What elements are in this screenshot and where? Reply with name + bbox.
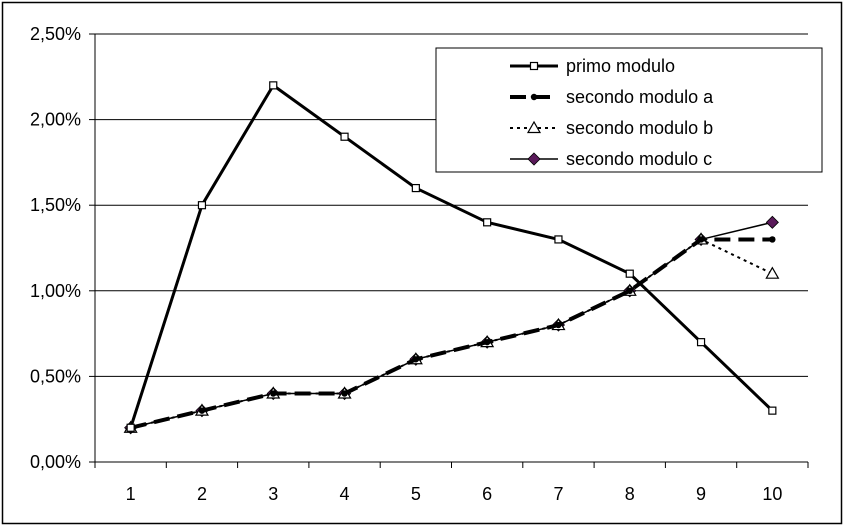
data-point [483,338,491,346]
legend-swatch-marker [526,120,542,134]
data-point [625,269,634,278]
y-tick-label: 2,00% [30,110,81,130]
x-tick-labels: 1 2 3 4 5 6 7 8 9 10 [126,484,783,504]
y-tick-label: 2,50% [30,24,81,44]
series-layer [123,81,780,435]
legend-swatch-marker [529,61,539,71]
series-line [129,83,774,429]
legend-label: secondo modulo a [566,87,714,107]
series-0 [126,81,777,432]
legend-label: secondo modulo b [566,118,713,138]
x-tick-label: 8 [625,484,635,504]
data-point [554,235,563,244]
y-tick-label: 0,50% [30,366,81,386]
x-tick-label: 10 [762,484,782,504]
x-tick-label: 3 [268,484,278,504]
data-point [765,266,780,279]
x-tick-label: 7 [553,484,563,504]
data-point [197,201,207,210]
legend-label: primo modulo [566,56,675,76]
data-point [696,338,706,347]
y-tick-labels: 0,00% 0,50% 1,00% 1,50% 2,00% 2,50% [30,24,81,472]
legend-swatch-marker [530,93,538,101]
data-point [765,215,779,229]
x-tick-label: 5 [411,484,421,504]
data-point [126,423,135,432]
x-tick-label: 2 [197,484,207,504]
axes [89,33,809,468]
data-point [269,81,278,90]
data-point [483,218,492,227]
data-point [555,321,562,329]
y-tick-label: 1,50% [30,195,81,215]
data-point [340,132,349,141]
legend-box [435,47,823,173]
x-tick-label: 6 [482,484,492,504]
x-tick-label: 9 [696,484,706,504]
y-tick-label: 0,00% [30,452,81,472]
legend: primo modulo secondo modulo a secondo modu… [435,47,823,173]
gridlines [95,33,808,377]
x-tick-label: 1 [126,484,136,504]
data-point [697,236,705,243]
series-line [130,237,773,430]
data-point [626,287,633,294]
data-point [769,236,776,243]
data-point [198,407,206,414]
legend-label: secondo modulo c [566,149,712,169]
x-tick-label: 4 [340,484,350,504]
y-tick-label: 1,00% [30,281,81,301]
data-point [341,390,348,397]
data-point [270,390,277,397]
data-point [412,356,420,363]
data-point [411,183,420,193]
legend-swatch-marker [527,152,541,166]
data-point [768,406,777,415]
